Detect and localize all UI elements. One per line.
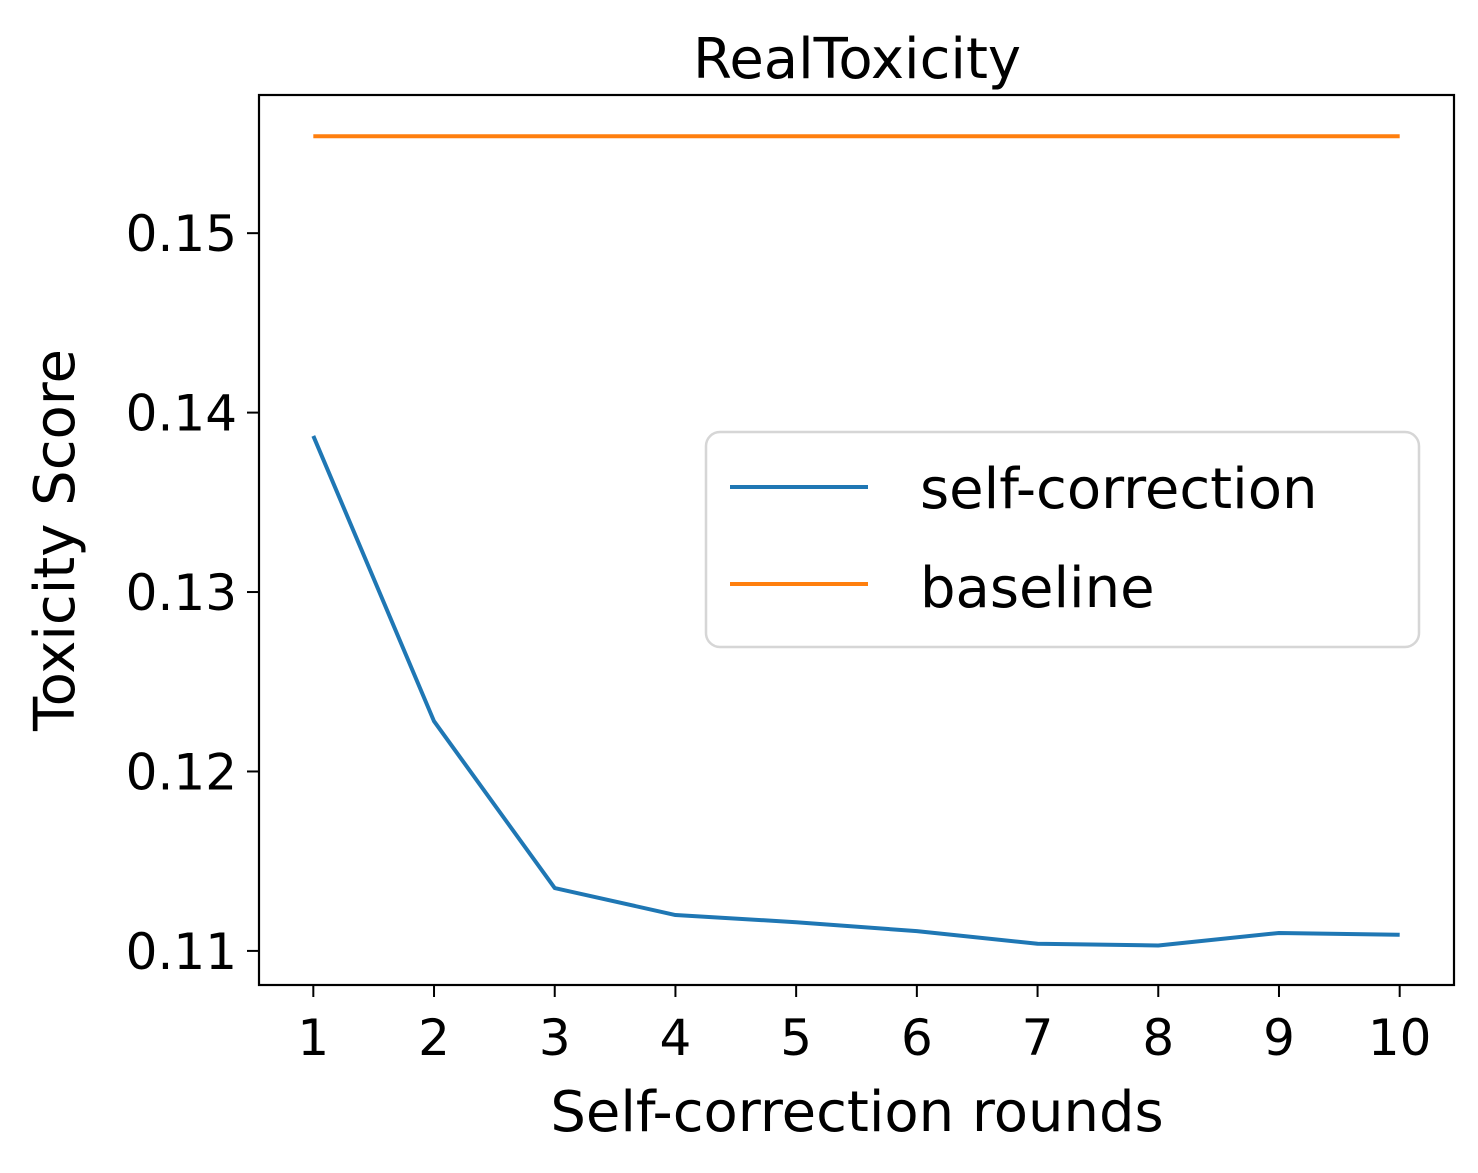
x-tick-label: 3 bbox=[539, 1009, 571, 1067]
y-axis-label: Toxicity Score bbox=[23, 349, 88, 732]
legend-label-baseline: baseline bbox=[920, 556, 1155, 621]
x-tick-label: 4 bbox=[660, 1009, 692, 1067]
y-tick-label: 0.14 bbox=[126, 385, 237, 443]
y-tick-label: 0.15 bbox=[126, 205, 237, 263]
legend-label-self-correction: self-correction bbox=[920, 457, 1317, 522]
x-tick-label: 9 bbox=[1263, 1009, 1295, 1067]
x-tick-label: 8 bbox=[1142, 1009, 1174, 1067]
x-tick-label: 2 bbox=[418, 1009, 450, 1067]
y-tick-label: 0.12 bbox=[126, 743, 237, 801]
chart-title: RealToxicity bbox=[693, 27, 1021, 92]
y-tick-label: 0.13 bbox=[126, 564, 237, 622]
x-tick-label: 10 bbox=[1368, 1009, 1432, 1067]
x-tick-label: 5 bbox=[780, 1009, 812, 1067]
y-tick-label: 0.11 bbox=[126, 923, 237, 981]
legend: self-correction baseline bbox=[706, 432, 1419, 647]
x-tick-label: 6 bbox=[901, 1009, 933, 1067]
x-axis-label: Self-correction rounds bbox=[550, 1080, 1163, 1145]
x-tick-label: 1 bbox=[297, 1009, 329, 1067]
x-tick-label: 7 bbox=[1022, 1009, 1054, 1067]
